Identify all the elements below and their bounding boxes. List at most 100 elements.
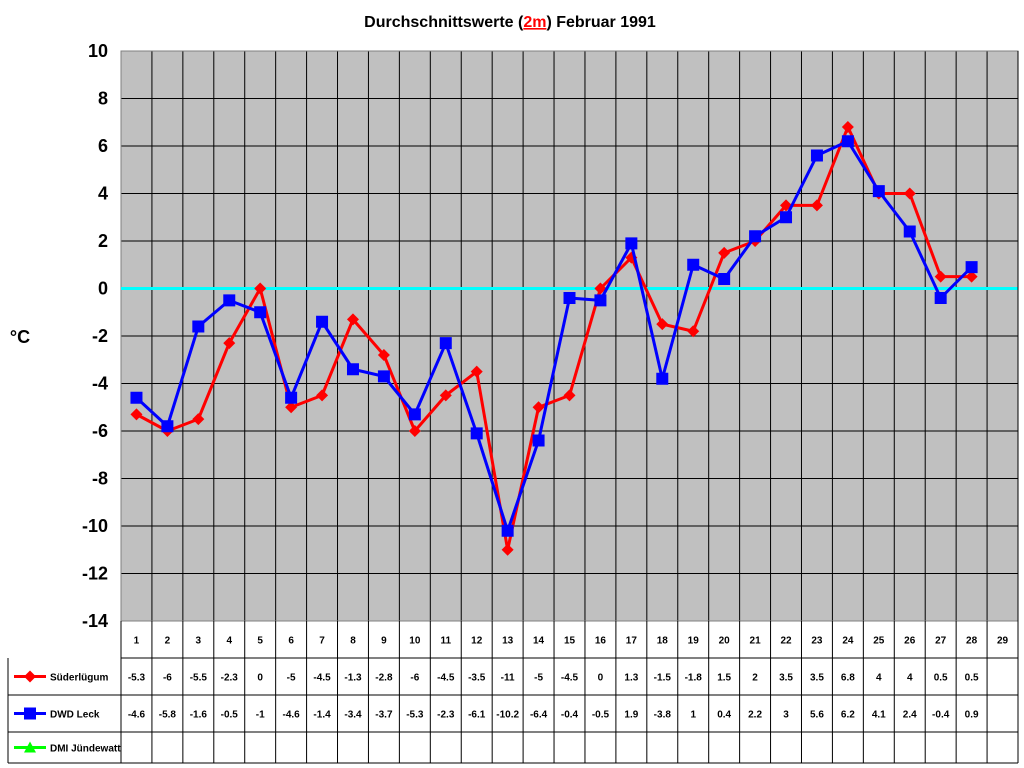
data-point-marker	[718, 246, 731, 259]
data-point-marker	[718, 273, 731, 285]
data-point-marker	[625, 237, 638, 250]
data-point-marker	[903, 225, 916, 238]
data-label: 0.9	[965, 710, 979, 721]
data-label: -1	[256, 710, 265, 721]
data-label: -5.3	[128, 673, 146, 684]
data-point-marker	[903, 187, 916, 200]
data-label: 4	[876, 673, 882, 684]
data-point-marker	[377, 370, 390, 383]
x-tick-label: 27	[935, 636, 947, 647]
x-tick-label: 24	[842, 636, 854, 647]
y-tick-label: -12	[82, 564, 108, 584]
y-tick-label: 8	[98, 89, 108, 109]
data-label: -3.8	[654, 710, 672, 721]
data-point-marker	[501, 543, 514, 556]
data-label: 6.8	[841, 673, 855, 684]
data-label: 4.1	[872, 710, 886, 721]
data-label: 1.5	[717, 673, 731, 684]
data-label: -5	[534, 673, 543, 684]
y-axis-label: °C	[10, 327, 30, 347]
y-tick-label: -8	[92, 469, 108, 489]
series-layer	[130, 121, 978, 556]
chart-title-highlight: 2m	[523, 14, 546, 31]
data-point-marker	[130, 408, 143, 421]
data-table: 1 2 3 4 5 6 7 8 9 10 11 12 13 14 15 16 17 18 19 20 21 22 23 24 2…	[7, 51, 1019, 764]
y-tick-label: -2	[92, 326, 108, 346]
x-tick-label: 26	[904, 636, 916, 647]
data-label: -1.5	[654, 673, 672, 684]
x-tick-label: 10	[409, 636, 421, 647]
x-tick-label: 28	[966, 636, 978, 647]
y-tick-label: 4	[98, 184, 108, 204]
chart-title-before: Durchschnittswerte (	[364, 14, 524, 31]
data-point-marker	[192, 413, 205, 426]
data-point-marker	[594, 294, 607, 307]
data-point-marker	[470, 427, 483, 440]
data-point-marker	[810, 199, 823, 212]
data-label: -5.5	[190, 673, 208, 684]
data-label: -11	[501, 673, 515, 684]
y-tick-label: 2	[98, 231, 108, 251]
data-point-marker	[24, 707, 36, 720]
x-tick-label: 7	[319, 636, 325, 647]
data-label: -1.6	[190, 710, 208, 721]
data-label: -3.4	[344, 710, 362, 721]
data-point-marker	[254, 282, 267, 295]
data-label: 5.6	[810, 710, 824, 721]
data-label: 2.2	[748, 710, 762, 721]
data-label: -5.8	[159, 710, 177, 721]
x-tick-label: 15	[564, 636, 576, 647]
data-label: -0.4	[561, 710, 579, 721]
data-label: 3.5	[779, 673, 793, 684]
data-point-marker	[24, 741, 36, 753]
data-point-marker	[346, 313, 359, 326]
data-label: -5.3	[406, 710, 424, 721]
x-tick-label: 29	[997, 636, 1009, 647]
data-point-marker	[161, 420, 174, 433]
data-label: -4.5	[313, 673, 331, 684]
data-point-marker	[563, 389, 576, 402]
data-label: 0.5	[934, 673, 948, 684]
data-point-marker	[810, 149, 823, 162]
data-label: 4	[907, 673, 913, 684]
data-point-marker	[285, 391, 298, 404]
series-line	[135, 125, 972, 552]
data-label: -5	[287, 673, 296, 684]
data-point-marker	[316, 389, 329, 402]
data-label: 1.3	[624, 673, 638, 684]
data-label: 0	[598, 673, 604, 684]
y-tick-label: 6	[98, 136, 108, 156]
chart-title: Durchschnittswerte (2m) Februar 1991	[364, 14, 656, 31]
data-point-marker	[24, 670, 36, 683]
data-point-marker	[934, 270, 947, 283]
data-label: 6.2	[841, 710, 855, 721]
data-point-marker	[532, 434, 545, 447]
data-point-marker	[532, 401, 545, 414]
data-point-marker	[656, 372, 669, 385]
data-point-marker	[285, 401, 298, 414]
x-tick-label: 19	[688, 636, 700, 647]
y-tick-label: 10	[88, 41, 108, 61]
data-point-marker	[687, 258, 700, 271]
x-tick-label: 14	[533, 636, 545, 647]
data-label: 3	[783, 710, 789, 721]
data-label: -1.3	[344, 673, 362, 684]
data-point-marker	[563, 292, 576, 304]
data-label: 0.4	[717, 710, 731, 721]
data-point-marker	[408, 408, 421, 421]
data-label: -1.4	[313, 710, 331, 721]
y-tick-label: -10	[82, 516, 108, 536]
data-point-marker	[594, 282, 607, 295]
data-label: -4.6	[283, 710, 301, 721]
x-tick-label: 17	[626, 636, 638, 647]
data-label: -2.3	[437, 710, 455, 721]
data-point-marker	[872, 185, 885, 198]
data-point-marker	[316, 315, 329, 328]
data-point-marker	[223, 337, 236, 350]
data-label: -0.5	[221, 710, 239, 721]
grid	[120, 50, 1019, 622]
data-label: -1.8	[685, 673, 703, 684]
y-tick-label: -6	[92, 421, 108, 441]
legend-label: Süderlügum	[50, 673, 108, 684]
data-point-marker	[130, 391, 143, 404]
